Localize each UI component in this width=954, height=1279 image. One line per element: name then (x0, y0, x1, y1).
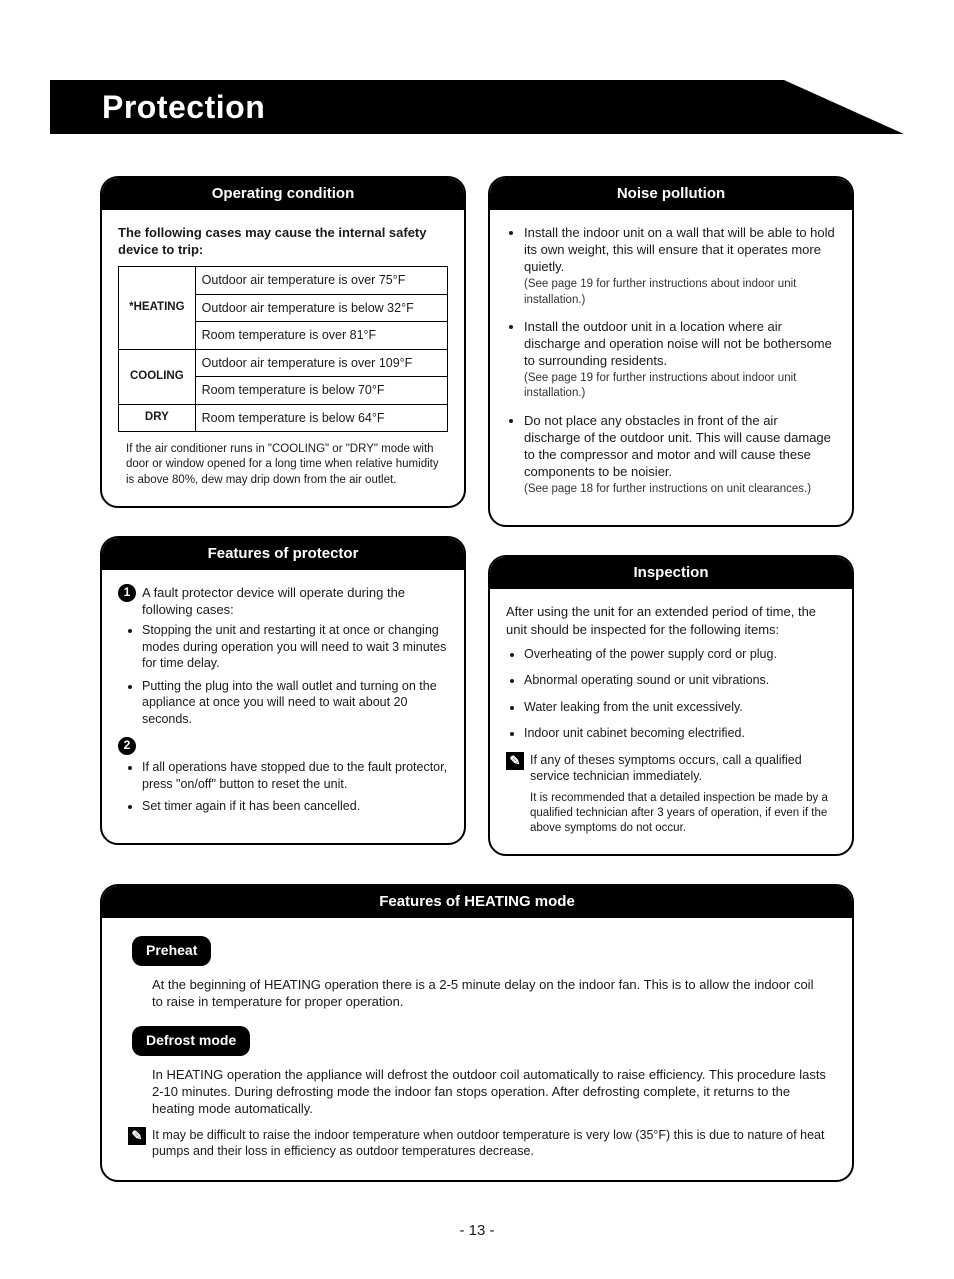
item-sub: (See page 19 for further instructions ab… (524, 371, 836, 401)
step-1-list: Stopping the unit and restarting it at o… (142, 622, 448, 727)
item-text: Do not place any obstacles in front of t… (524, 413, 831, 479)
noise-list: Install the indoor unit on a wall that w… (506, 224, 836, 497)
list-item: Install the indoor unit on a wall that w… (524, 224, 836, 308)
box-head: Features of protector (102, 538, 464, 570)
cond-cell: Outdoor air temperature is over 109°F (195, 349, 447, 377)
list-item: Set timer again if it has been cancelled… (142, 798, 448, 815)
box-body: Install the indoor unit on a wall that w… (490, 210, 852, 525)
box-inspection: Inspection After using the unit for an e… (488, 555, 854, 856)
list-item: Install the outdoor unit in a location w… (524, 318, 836, 402)
note-icon: ✎ (506, 752, 524, 770)
box-head: Operating condition (102, 178, 464, 210)
item-sub: (See page 19 for further instructions ab… (524, 277, 836, 307)
number-badge-1: 1 (118, 584, 136, 602)
operating-condition-table: *HEATING Outdoor air temperature is over… (118, 266, 448, 432)
cond-cell: Room temperature is below 70°F (195, 377, 447, 405)
item-text: Install the outdoor unit in a location w… (524, 319, 832, 368)
list-item: Overheating of the power supply cord or … (524, 646, 836, 663)
box-protector: Features of protector 1 A fault protecto… (100, 536, 466, 845)
step-2: 2 (118, 737, 448, 755)
operating-footnote: If the air conditioner runs in "COOLING"… (126, 442, 440, 488)
list-item: Water leaking from the unit excessively. (524, 699, 836, 716)
title-diagonal-cut (784, 80, 904, 134)
step-2-list: If all operations have stopped due to th… (142, 759, 448, 815)
preheat-text: At the beginning of HEATING operation th… (152, 976, 826, 1010)
box-body: After using the unit for an extended per… (490, 589, 852, 854)
right-column: Noise pollution Install the indoor unit … (488, 176, 854, 856)
table-row: DRY Room temperature is below 64°F (119, 404, 448, 432)
note-text: It may be difficult to raise the indoor … (152, 1127, 826, 1160)
number-badge-2: 2 (118, 737, 136, 755)
heating-note: ✎ It may be difficult to raise the indoo… (128, 1127, 826, 1160)
two-column-layout: Operating condition The following cases … (100, 176, 854, 856)
box-heating: Features of HEATING mode Preheat At the … (100, 884, 854, 1182)
box-body: The following cases may cause the intern… (102, 210, 464, 506)
list-item: Stopping the unit and restarting it at o… (142, 622, 448, 672)
list-item: Putting the plug into the wall outlet an… (142, 678, 448, 728)
manual-page: Protection Operating condition The follo… (0, 0, 954, 1279)
mode-cell: DRY (119, 404, 196, 432)
cond-cell: Outdoor air temperature is below 32°F (195, 294, 447, 322)
item-sub: (See page 18 for further instructions on… (524, 482, 836, 497)
cond-cell: Room temperature is below 64°F (195, 404, 447, 432)
list-item: If all operations have stopped due to th… (142, 759, 448, 792)
inspection-recommend: It is recommended that a detailed inspec… (530, 791, 836, 837)
list-item: Do not place any obstacles in front of t… (524, 412, 836, 498)
item-text: Install the indoor unit on a wall that w… (524, 225, 835, 274)
box-head: Noise pollution (490, 178, 852, 210)
cond-cell: Room temperature is over 81°F (195, 322, 447, 350)
inspection-note: ✎ If any of theses symptoms occurs, call… (506, 752, 836, 785)
list-item: Abnormal operating sound or unit vibrati… (524, 672, 836, 689)
box-operating-condition: Operating condition The following cases … (100, 176, 466, 508)
box-body: 1 A fault protector device will operate … (102, 570, 464, 843)
cond-cell: Outdoor air temperature is over 75°F (195, 267, 447, 295)
pill-defrost: Defrost mode (132, 1026, 250, 1055)
step-1: 1 A fault protector device will operate … (118, 584, 448, 618)
note-text: If any of theses symptoms occurs, call a… (530, 752, 836, 785)
table-row: *HEATING Outdoor air temperature is over… (119, 267, 448, 295)
pill-preheat: Preheat (132, 936, 211, 965)
box-noise: Noise pollution Install the indoor unit … (488, 176, 854, 527)
box-head: Inspection (490, 557, 852, 589)
note-icon: ✎ (128, 1127, 146, 1145)
mode-cell: *HEATING (119, 267, 196, 350)
box-body: Preheat At the beginning of HEATING oper… (102, 918, 852, 1180)
table-row: COOLING Outdoor air temperature is over … (119, 349, 448, 377)
list-item: Indoor unit cabinet becoming electrified… (524, 725, 836, 742)
defrost-text: In HEATING operation the appliance will … (152, 1066, 826, 1117)
left-column: Operating condition The following cases … (100, 176, 466, 856)
section-title: Protection (50, 80, 904, 134)
mode-cell: COOLING (119, 349, 196, 404)
inspection-intro: After using the unit for an extended per… (506, 603, 836, 637)
page-number: - 13 - (50, 1222, 904, 1239)
full-width-row: Features of HEATING mode Preheat At the … (100, 884, 854, 1182)
operating-intro: The following cases may cause the intern… (118, 224, 448, 258)
inspection-list: Overheating of the power supply cord or … (506, 646, 836, 742)
box-head: Features of HEATING mode (102, 886, 852, 918)
section-title-bar: Protection (50, 80, 904, 134)
step-1-lead: A fault protector device will operate du… (142, 584, 448, 618)
